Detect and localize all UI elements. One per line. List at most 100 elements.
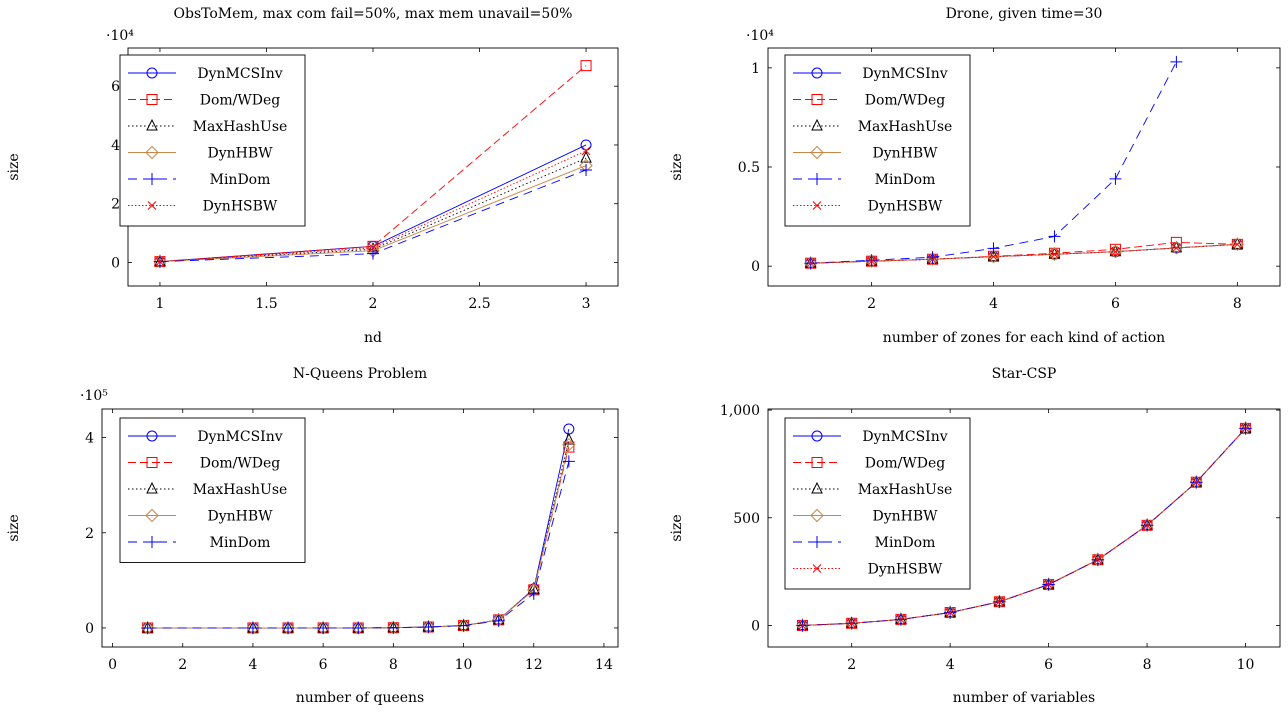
data-point-dynhsbw — [1044, 580, 1053, 589]
chart-panel-2: Drone, given time=30 ·10⁴ number of zones … — [669, 6, 1281, 346]
y-tick-label: 0 — [751, 618, 760, 634]
data-point-mindom — [527, 587, 540, 600]
x-axis-label: number of variables — [953, 690, 1095, 706]
plot-frame — [767, 47, 1281, 287]
legend-marker — [811, 457, 823, 468]
data-point-dynhsbw — [945, 608, 955, 617]
data-point-dynhsbw — [1142, 520, 1152, 530]
legend-marker — [811, 173, 823, 185]
legend-marker — [811, 536, 823, 548]
x-tick-label: 6 — [1111, 296, 1120, 312]
legend: DynMCSInv Dom/WDeg MaxHashUse DynHBW MinDom — [119, 417, 306, 563]
legend-marker — [146, 118, 158, 131]
data-point-dynmcsinv — [580, 139, 592, 151]
plot-frame — [101, 408, 619, 648]
y-tick-label: 4 — [85, 431, 94, 447]
y-tick-label: 4 — [111, 138, 120, 154]
data-point-dom-wdeg — [563, 441, 575, 453]
legend-marker — [146, 67, 158, 79]
legend-label: MaxHashUse — [193, 119, 288, 135]
data-point-mindom — [865, 254, 878, 267]
data-point-mindom — [1048, 230, 1061, 243]
chart-title: Drone, given time=30 — [946, 6, 1103, 22]
data-point-mindom — [562, 455, 575, 468]
legend-label: DynHSBW — [868, 562, 943, 578]
y-tick-label: 1 — [751, 61, 760, 77]
legend-label: DynHSBW — [868, 199, 943, 215]
series-group — [795, 421, 1253, 633]
legend-marker — [145, 508, 159, 523]
y-axis-label: size — [6, 153, 22, 180]
data-point-mindom — [492, 614, 505, 627]
data-point-mindom — [1109, 172, 1122, 185]
legend-label: DynMCSInv — [862, 66, 947, 82]
x-tick-label: 2 — [847, 657, 856, 673]
data-point-dynhsbw — [1241, 424, 1250, 433]
legend-label: DynHBW — [872, 146, 938, 162]
y-scale-label: ·10⁵ — [80, 388, 108, 404]
y-tick-label: 2 — [85, 526, 94, 542]
legend-marker — [812, 564, 822, 573]
data-point-mindom — [367, 247, 379, 260]
legend-label: MinDom — [875, 172, 936, 188]
legend-label: DynHBW — [872, 509, 938, 525]
legend-marker — [811, 118, 823, 131]
data-point-dynhsbw — [989, 252, 998, 262]
chart-panel-1: ObsToMem, max com fail=50%, max mem unav… — [6, 6, 619, 346]
data-point-dynhbw — [1169, 241, 1184, 255]
data-point-dynhsbw — [1050, 249, 1059, 259]
series-group — [140, 423, 576, 635]
legend: DynMCSInv Dom/WDeg MaxHashUse DynHBW MinDom D… — [784, 54, 971, 227]
data-point-mindom — [387, 621, 400, 634]
x-axis-label: nd — [364, 330, 382, 346]
x-tick-label: 8 — [1233, 296, 1242, 312]
plot-frame — [767, 408, 1281, 648]
data-point-dynhbw — [1047, 247, 1062, 261]
series-line-dynmcsinv — [159, 144, 587, 263]
data-point-dynhsbw — [1093, 555, 1103, 565]
legend-label: MaxHashUse — [858, 482, 953, 498]
x-tick-label: 1.5 — [255, 296, 277, 312]
x-tick-label: 3 — [582, 296, 591, 312]
data-point-dynhsbw — [847, 618, 857, 628]
series-line-dynhsbw — [159, 150, 587, 263]
chart-title: Star-CSP — [992, 366, 1057, 382]
data-point-dynhsbw — [896, 615, 906, 624]
x-tick-label: 0 — [108, 657, 117, 673]
legend-marker — [145, 145, 159, 160]
legend-label: MinDom — [210, 535, 271, 551]
data-point-maxhashuse — [1231, 237, 1244, 249]
x-tick-label: 8 — [389, 657, 398, 673]
y-scale-label: ·10⁴ — [746, 28, 774, 44]
legend-label: Dom/WDeg — [200, 456, 281, 472]
legend-label: Dom/WDeg — [200, 93, 281, 109]
legend-label: DynHBW — [207, 509, 273, 525]
data-point-mindom — [282, 621, 295, 634]
chart-panel-3: N-Queens Problem ·10⁵ number of queens size… — [6, 366, 619, 706]
data-point-mindom — [1170, 55, 1183, 68]
data-point-maxhashuse — [580, 151, 592, 163]
data-point-dynhsbw — [1191, 477, 1201, 487]
data-point-mindom — [352, 621, 365, 634]
chart-title: ObsToMem, max com fail=50%, max mem unav… — [174, 6, 573, 22]
legend-box — [784, 54, 971, 227]
data-point-dom-wdeg — [1109, 243, 1121, 255]
data-point-dynhsbw — [1232, 239, 1242, 249]
x-tick-label: 4 — [248, 657, 257, 673]
legend-marker — [810, 508, 824, 523]
x-tick-label: 2 — [867, 296, 876, 312]
legend-marker — [812, 201, 822, 210]
x-tick-label: 10 — [1237, 657, 1255, 673]
data-point-dynhbw — [1230, 237, 1245, 252]
x-tick-label: 10 — [455, 657, 473, 673]
legend-label: MinDom — [210, 172, 271, 188]
x-tick-label: 2 — [369, 296, 378, 312]
data-point-dom-wdeg — [580, 60, 592, 72]
data-point-dynhbw — [1108, 244, 1123, 259]
legend-marker — [146, 457, 158, 468]
legend-label: DynMCSInv — [197, 429, 282, 445]
y-axis-label: size — [669, 153, 685, 180]
data-point-dynhbw — [986, 249, 1001, 264]
